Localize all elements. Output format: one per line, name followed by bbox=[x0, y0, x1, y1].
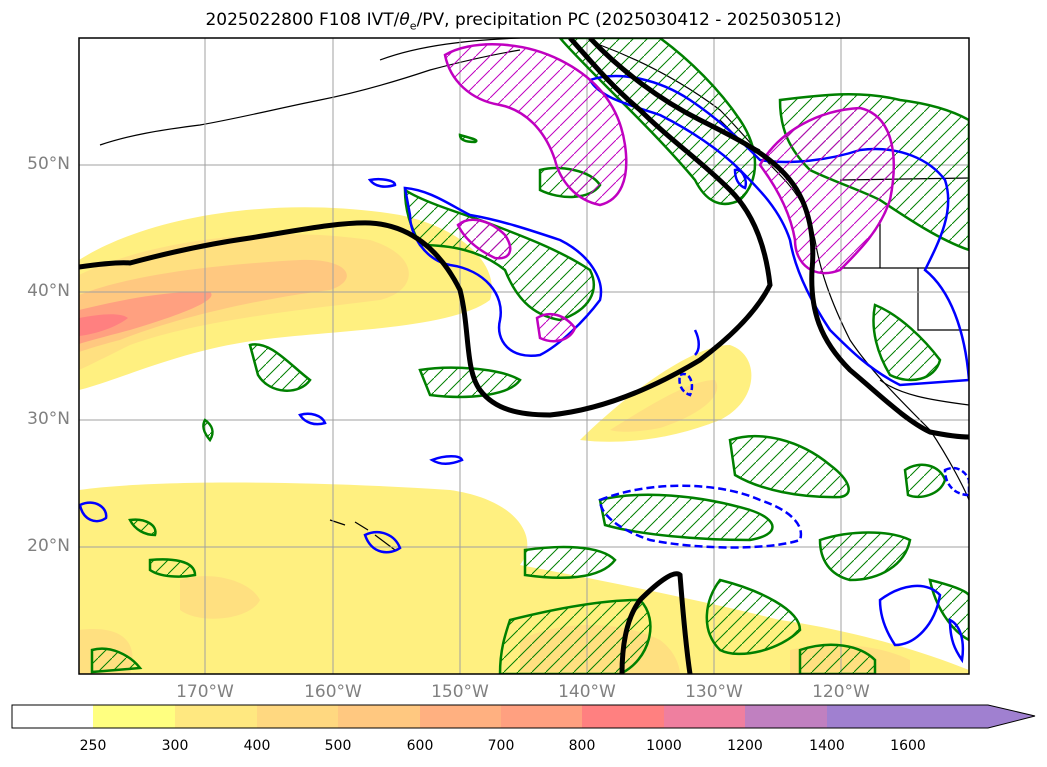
lon-label: 140°W bbox=[558, 682, 616, 702]
colorbar-tick-label: 1200 bbox=[727, 738, 763, 754]
colorbar-tick-label: 1600 bbox=[890, 738, 926, 754]
lat-label: 20°N bbox=[27, 536, 70, 556]
lat-label: 50°N bbox=[27, 154, 70, 174]
colorbar-tick-label: 250 bbox=[79, 738, 107, 754]
colorbar-tick-label: 300 bbox=[161, 738, 189, 754]
colorbar-cell bbox=[664, 705, 745, 728]
colorbar-arrow bbox=[908, 705, 1035, 728]
lon-label: 130°W bbox=[685, 682, 743, 702]
colorbar-cell bbox=[420, 705, 501, 728]
colorbar-cell bbox=[338, 705, 420, 728]
colorbar-tick-label: 800 bbox=[568, 738, 596, 754]
map-title: 2025022800 F108 IVT/θe/PV, precipitation… bbox=[205, 10, 842, 33]
colorbar-cell bbox=[175, 705, 257, 728]
lon-label: 120°W bbox=[812, 682, 870, 702]
theta-e-contour bbox=[79, 38, 969, 674]
colorbar-tick-label: 1400 bbox=[809, 738, 845, 754]
lon-label: 150°W bbox=[431, 682, 489, 702]
colorbar-tick-label: 700 bbox=[487, 738, 515, 754]
colorbar-tick-label: 500 bbox=[324, 738, 352, 754]
colorbar-tick-label: 600 bbox=[406, 738, 434, 754]
colorbar-cell bbox=[745, 705, 827, 728]
lon-label: 160°W bbox=[304, 682, 362, 702]
lat-label: 30°N bbox=[27, 409, 70, 429]
colorbar-cell bbox=[12, 705, 93, 728]
colorbar bbox=[11, 704, 1036, 729]
colorbar-tick-label: 1000 bbox=[646, 738, 682, 754]
precip-pc-magenta bbox=[443, 43, 895, 343]
lon-label: 170°W bbox=[176, 682, 234, 702]
colorbar-tick-label: 400 bbox=[243, 738, 271, 754]
colorbar-cell bbox=[582, 705, 664, 728]
map-contents bbox=[79, 38, 969, 674]
colorbar-cell bbox=[93, 705, 175, 728]
colorbar-cell bbox=[501, 705, 582, 728]
map-frame bbox=[78, 37, 970, 675]
colorbar-cell bbox=[827, 705, 908, 728]
colorbar-cell bbox=[257, 705, 338, 728]
lat-label: 40°N bbox=[27, 281, 70, 301]
